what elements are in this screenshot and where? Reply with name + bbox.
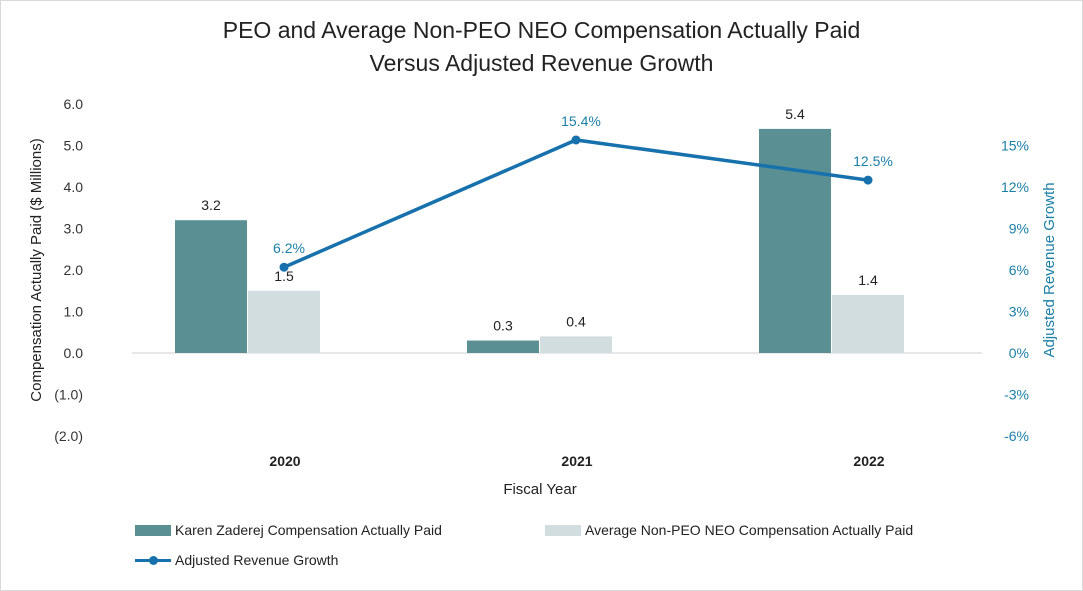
bar-neo [248, 290, 320, 353]
data-label-peo: 0.3 [493, 318, 513, 334]
y2-tick-label: 9% [1009, 221, 1029, 237]
y2-tick-label: 12% [1001, 179, 1029, 195]
point-revenue-growth [279, 262, 289, 272]
y2-tick-label: -6% [1004, 428, 1029, 444]
y2-tick-label: 15% [1001, 138, 1029, 154]
data-label-revenue-growth: 15.4% [561, 113, 601, 129]
data-label-revenue-growth: 6.2% [273, 240, 305, 256]
bar-neo [540, 336, 612, 353]
chart-title: PEO and Average Non-PEO NEO Compensation… [0, 14, 1083, 80]
y-tick-label: 0.0 [64, 345, 84, 361]
x-category-label: 2022 [853, 453, 884, 469]
legend-label-peo: Karen Zaderej Compensation Actually Paid [175, 522, 442, 538]
y-tick-label: 6.0 [64, 96, 84, 112]
legend-label-neo: Average Non-PEO NEO Compensation Actuall… [585, 522, 914, 538]
y-tick-label: (1.0) [54, 387, 83, 403]
bar-peo [467, 340, 539, 353]
x-axis-title: Fiscal Year [503, 481, 576, 498]
point-revenue-growth [571, 135, 581, 145]
chart-title-line-1: PEO and Average Non-PEO NEO Compensation… [222, 17, 861, 43]
legend-item-peo: Karen Zaderej Compensation Actually Paid [135, 522, 442, 538]
data-label-revenue-growth: 12.5% [853, 153, 893, 169]
bar-peo [175, 220, 247, 353]
y-tick-label: 5.0 [64, 138, 84, 154]
data-label-neo: 1.4 [858, 272, 878, 288]
chart-title-line-2: Versus Adjusted Revenue Growth [369, 50, 714, 76]
y-tick-label: 1.0 [64, 304, 84, 320]
y-tick-label: 3.0 [64, 221, 84, 237]
data-label-neo: 1.5 [274, 268, 294, 284]
y-axis-title: Compensation Actually Paid ($ Millions) [28, 138, 45, 401]
legend-line-revenue [135, 555, 171, 566]
y2-tick-label: 3% [1009, 304, 1029, 320]
y2-tick-label: 6% [1009, 262, 1029, 278]
legend-item-neo: Average Non-PEO NEO Compensation Actuall… [545, 522, 913, 538]
y2-axis-title: Adjusted Revenue Growth [1041, 182, 1058, 357]
y2-tick-label: 0% [1009, 345, 1029, 361]
point-revenue-growth [863, 175, 873, 185]
bar-neo [832, 294, 904, 353]
legend-label-revenue: Adjusted Revenue Growth [175, 552, 339, 568]
y-tick-label: 2.0 [64, 262, 84, 278]
legend-item-revenue: Adjusted Revenue Growth [135, 552, 338, 568]
bar-peo [759, 128, 831, 353]
y-tick-label: (2.0) [54, 428, 83, 444]
x-category-label: 2021 [561, 453, 592, 469]
data-label-peo: 5.4 [785, 106, 805, 122]
x-category-label: 2020 [269, 453, 300, 469]
legend-swatch-neo [545, 524, 581, 536]
data-label-neo: 0.4 [566, 313, 586, 329]
y2-tick-label: -3% [1004, 387, 1029, 403]
y-tick-label: 4.0 [64, 179, 84, 195]
data-label-peo: 3.2 [201, 197, 221, 213]
legend-swatch-peo [135, 524, 171, 536]
